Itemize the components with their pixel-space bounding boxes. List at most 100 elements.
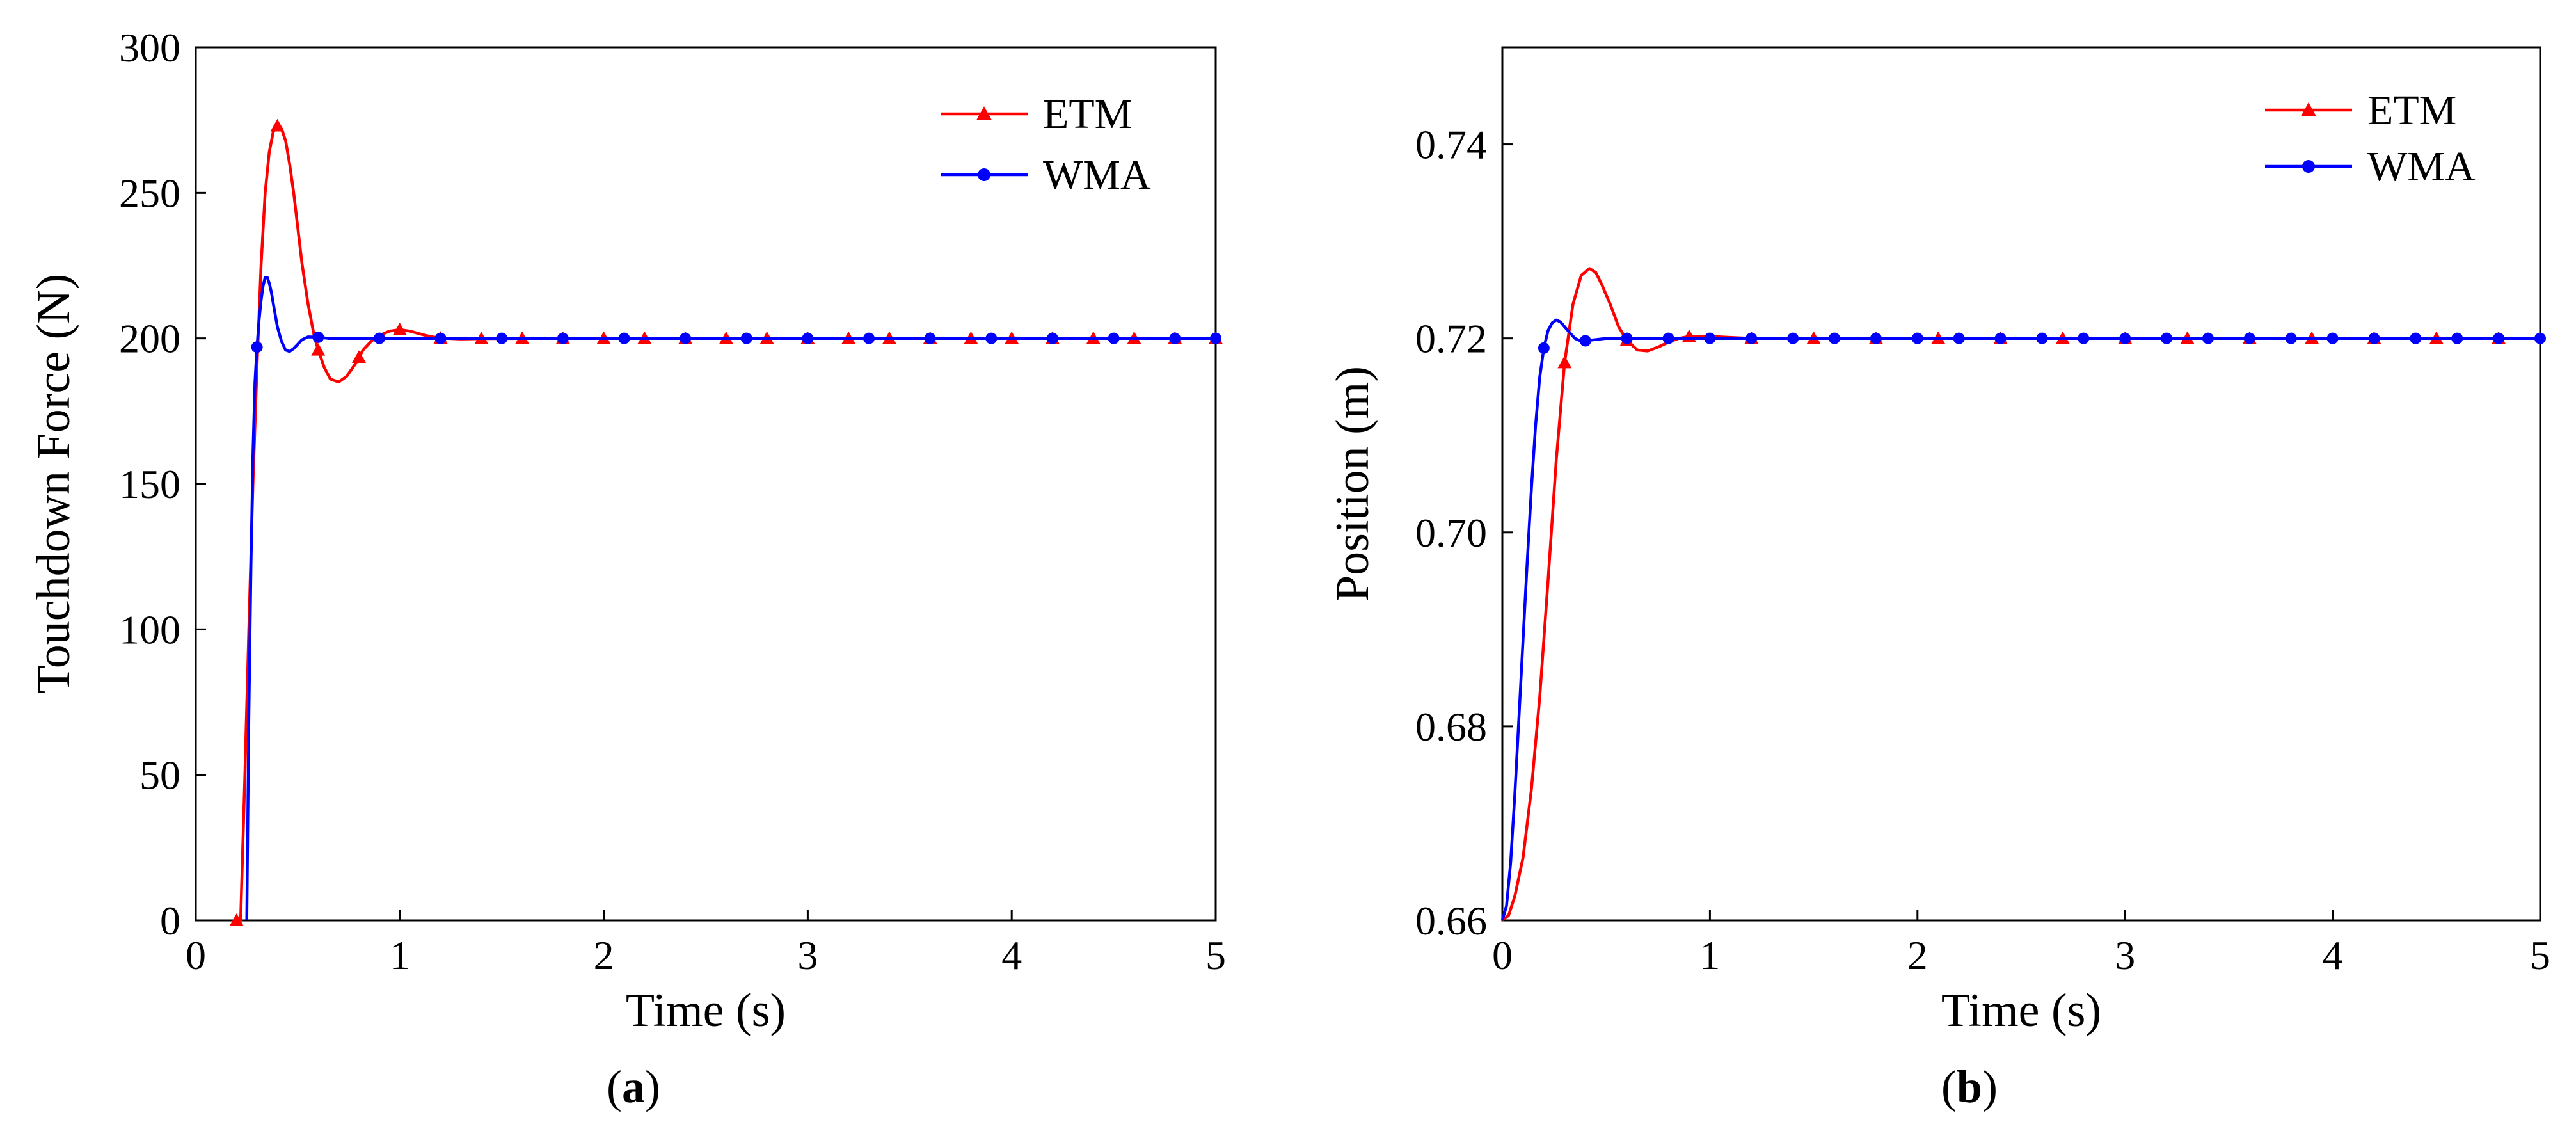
series-line-wma [1500,318,2540,921]
series-marker-etm [392,323,407,335]
series-marker-wma [434,332,447,344]
y-tick-label: 100 [119,607,180,652]
series-marker-wma [2119,332,2131,344]
x-tick-label: 5 [2530,933,2550,978]
series-marker-wma [2493,332,2505,344]
series-marker-wma [2036,332,2048,344]
y-tick-label: 0.70 [1415,510,1487,556]
x-tick-label: 1 [390,933,410,978]
legend-marker [976,106,992,120]
legend-label: ETM [2367,87,2456,134]
x-tick-label: 4 [1001,933,1022,978]
y-axis-label: Touchdown Force (N) [28,274,80,694]
y-tick-label: 200 [119,316,180,362]
series-marker-wma [2326,332,2339,344]
series-marker-wma [1704,332,1716,344]
series-group [229,118,1223,926]
series-marker-wma [802,332,814,344]
series-marker-wma [2202,332,2214,344]
series-marker-wma [2534,332,2546,344]
series-marker-wma [2078,332,2090,344]
series-marker-wma [1108,332,1120,344]
series-marker-wma [312,331,324,343]
x-tick-label: 0 [1492,933,1513,978]
y-tick-label: 50 [139,753,180,798]
series-marker-wma [985,332,998,344]
series-marker-wma [1745,332,1758,344]
y-tick-label: 0.66 [1415,898,1487,943]
y-axis-label: Position (m) [1326,366,1379,602]
series-marker-wma [2243,332,2255,344]
x-tick-label: 1 [1699,933,1720,978]
x-axis-label: Time (s) [626,984,786,1037]
chart-panel-b: 0 1 2 3 4 5 0.66 0.68 0.70 0.72 0.74 ETM WMA Time (… [1326,46,2550,1112]
series-marker-wma [2285,332,2297,344]
x-tick-label: 0 [186,933,206,978]
legend-label: WMA [1043,152,1151,198]
series-marker-wma [1829,332,1841,344]
series-marker-wma [1621,332,1633,344]
series-marker-wma [1911,332,1923,344]
series-group [1500,267,2546,922]
legend-label: ETM [1043,91,1132,138]
series-line-etm [1501,267,2540,922]
legend-marker [2301,102,2316,116]
series-marker-wma [251,341,263,353]
x-tick-label: 4 [2323,933,2343,978]
series-marker-wma [2368,332,2380,344]
series-marker-wma [1169,332,1181,344]
series-marker-wma [924,332,936,344]
series-line-wma [245,275,1216,921]
series-marker-wma [1787,332,1799,344]
series-marker-etm [311,342,326,356]
series-line-etm [236,124,1216,922]
axis-ticks: 0 1 2 3 4 5 0.66 0.68 0.70 0.72 0.74 [1415,122,2550,978]
x-tick-label: 3 [797,933,818,978]
y-tick-label: 150 [119,461,180,507]
series-marker-etm [270,118,285,132]
x-tick-label: 5 [1205,933,1226,978]
panel-label: (b) [1941,1061,1998,1112]
y-tick-label: 0.74 [1415,122,1487,168]
legend-label: WMA [2367,143,2476,190]
series-marker-wma [557,332,569,344]
series-marker-wma [2161,332,2173,344]
legend-marker [978,168,990,181]
series-marker-wma [863,332,875,344]
series-marker-wma [2451,332,2463,344]
series-marker-wma [496,332,508,344]
series-marker-wma [680,332,692,344]
x-tick-label: 2 [594,933,614,978]
series-marker-wma [1870,332,1882,344]
series-marker-etm [1557,355,1572,369]
legend-marker [2302,160,2315,173]
series-marker-wma [1662,332,1674,344]
series-marker-wma [618,332,630,344]
y-tick-label: 0.68 [1415,704,1487,749]
series-marker-etm [352,350,367,364]
series-marker-wma [1046,332,1058,344]
legend: ETM WMA [941,91,1151,198]
legend: ETM WMA [2265,87,2476,190]
series-marker-wma [2410,332,2422,344]
series-marker-wma [373,332,385,344]
panel-label: (a) [607,1061,660,1112]
y-tick-label: 250 [119,170,180,216]
series-marker-etm [229,913,244,926]
y-tick-label: 0 [160,898,180,943]
series-marker-wma [1953,332,1965,344]
y-tick-label: 0.72 [1415,316,1487,362]
series-marker-wma [740,332,752,344]
y-tick-label: 300 [119,25,180,70]
x-tick-label: 2 [1907,933,1928,978]
series-marker-wma [1994,332,2007,344]
series-marker-wma [1538,342,1550,354]
series-marker-wma [1210,332,1221,344]
series-marker-wma [1579,335,1591,347]
x-tick-label: 3 [2115,933,2135,978]
x-axis-label: Time (s) [1941,984,2101,1037]
